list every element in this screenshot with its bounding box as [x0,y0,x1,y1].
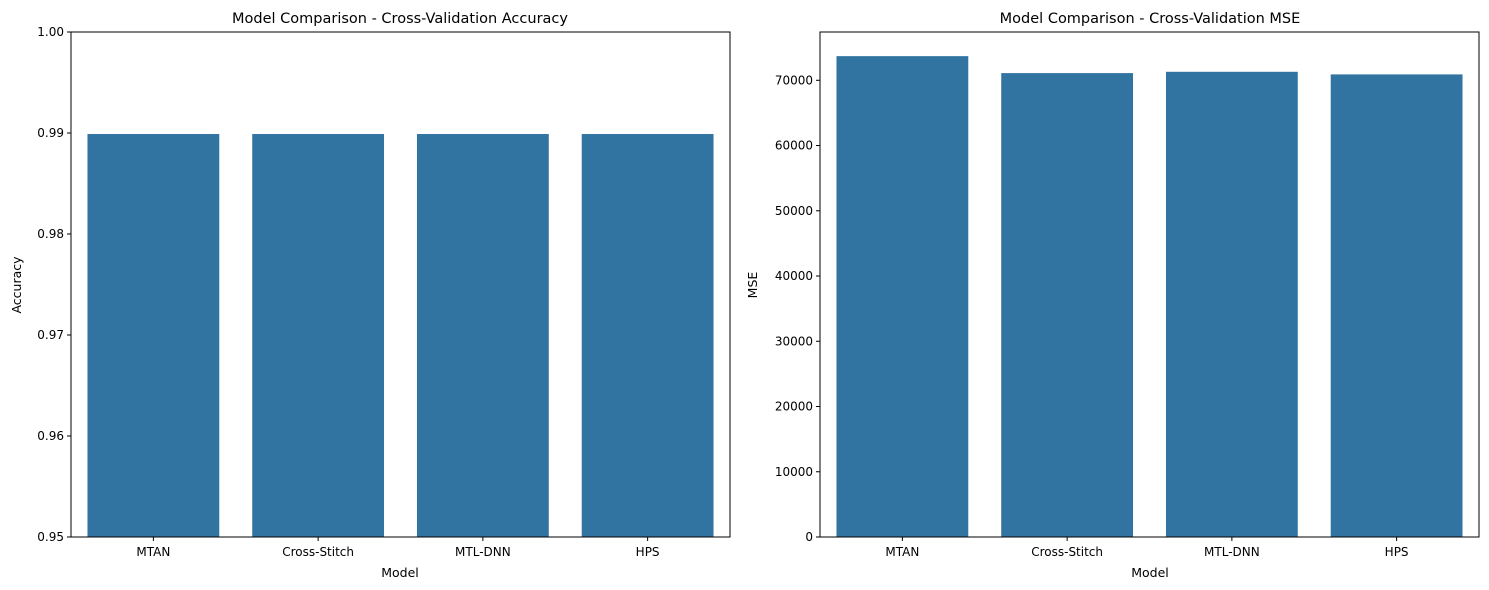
mse-x-tick-label: HPS [1385,545,1409,559]
accuracy-y-tick-label: 0.96 [37,429,64,443]
mse-y-axis-label: MSE [745,272,760,299]
mse-y-ticks: 0 10000 20000 30000 40000 50000 60000 70000 [775,73,820,544]
mse-bar-hps [1331,74,1463,537]
mse-y-tick-label: 50000 [775,204,813,218]
mse-x-tick-label: MTAN [885,545,919,559]
mse-chart-title: Model Comparison - Cross-Validation MSE [1000,11,1301,27]
accuracy-bar-hps [582,134,714,537]
mse-chart: Model Comparison - Cross-Validation MSE … [745,11,1479,580]
mse-x-ticks: MTAN Cross-Stitch MTL-DNN HPS [885,537,1408,559]
accuracy-x-tick-label: MTAN [136,545,170,559]
accuracy-y-ticks: 0.95 0.96 0.97 0.98 0.99 1.00 [37,25,71,544]
mse-y-tick-label: 30000 [775,334,813,348]
mse-y-tick-label: 20000 [775,400,813,414]
mse-x-tick-label: MTL-DNN [1204,545,1260,559]
accuracy-chart-title: Model Comparison - Cross-Validation Accu… [232,11,568,27]
accuracy-y-tick-label: 0.98 [37,227,64,241]
accuracy-y-axis-label: Accuracy [9,256,24,314]
accuracy-x-tick-label: MTL-DNN [455,545,511,559]
accuracy-y-tick-label: 0.95 [37,530,64,544]
accuracy-y-tick-label: 0.99 [37,126,64,140]
accuracy-x-tick-label: Cross-Stitch [282,545,354,559]
mse-y-tick-label: 10000 [775,465,813,479]
accuracy-y-tick-label: 1.00 [37,25,64,39]
accuracy-chart: Model Comparison - Cross-Validation Accu… [9,11,730,580]
accuracy-bar-mtan [87,134,219,537]
mse-x-axis-label: Model [1131,565,1169,580]
mse-bars [836,56,1462,537]
accuracy-y-tick-label: 0.97 [37,328,64,342]
accuracy-bar-cross-stitch [252,134,384,537]
mse-bar-cross-stitch [1001,73,1133,537]
mse-bar-mtan [836,56,968,537]
mse-y-tick-label: 40000 [775,269,813,283]
mse-y-tick-label: 60000 [775,139,813,153]
mse-x-tick-label: Cross-Stitch [1031,545,1103,559]
accuracy-x-ticks: MTAN Cross-Stitch MTL-DNN HPS [136,537,659,559]
mse-y-tick-label: 0 [805,530,813,544]
accuracy-x-axis-label: Model [381,565,419,580]
mse-y-tick-label: 70000 [775,73,813,87]
accuracy-x-tick-label: HPS [636,545,660,559]
accuracy-bars [87,134,713,537]
mse-bar-mtl-dnn [1166,72,1298,537]
accuracy-bar-mtl-dnn [417,134,549,537]
